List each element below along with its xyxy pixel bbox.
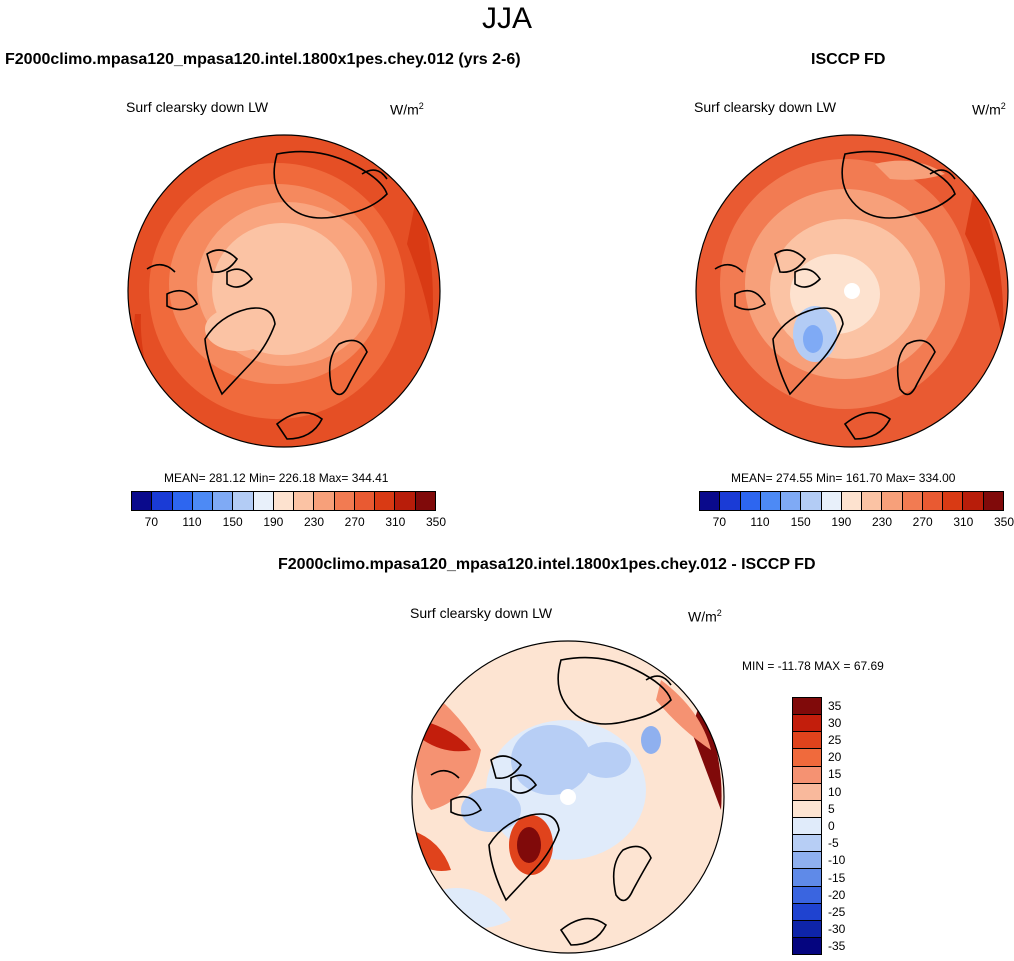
model-colorbar-tick-label: 310 <box>385 515 406 529</box>
diff-colorbar-tick-label: 20 <box>828 750 842 765</box>
model-polar-map <box>127 134 441 448</box>
diff-colorbar-tick-label: -25 <box>828 905 846 919</box>
diff-colorbar-tick-label: -5 <box>828 836 839 851</box>
diff-units-label: W/m2 <box>688 608 722 625</box>
model-colorbar-swatch <box>354 492 376 510</box>
obs-colorbar-swatch <box>720 492 741 510</box>
model-colorbar-swatch <box>233 492 254 510</box>
obs-colorbar-swatch <box>943 492 964 510</box>
model-colorbar-tick-label: 150 <box>222 515 243 529</box>
diff-colorbar-tick-label: -10 <box>828 853 846 868</box>
diff-colorbar-swatch <box>793 800 821 818</box>
obs-stats: MEAN= 274.55 Min= 161.70 Max= 334.00 <box>731 471 956 485</box>
obs-panel-title: Surf clearsky down LW <box>694 99 837 115</box>
model-panel-title: Surf clearsky down LW <box>126 99 269 115</box>
diff-colorbar-swatch <box>793 835 821 853</box>
diff-colorbar-swatch <box>793 749 821 767</box>
diff-colorbar-tick-label: 0 <box>828 819 835 833</box>
diff-colorbar-swatch <box>793 715 821 733</box>
diff-colorbar-ticks: 35 30 25 20 15 10 5 0 -5 -10 -15 -20 -25 -30 -35 <box>828 697 868 955</box>
model-colorbar-tick-label: 110 <box>182 515 202 529</box>
season-title: JJA <box>481 2 532 35</box>
obs-colorbar-tick-label: 70 <box>712 515 727 529</box>
diff-colorbar-swatch <box>793 732 821 750</box>
obs-colorbar-swatch <box>760 492 782 510</box>
obs-colorbar <box>699 491 1004 511</box>
diff-colorbar-swatch <box>793 937 821 955</box>
model-colorbar-tick-label: 350 <box>425 515 447 529</box>
diff-stats: MIN = -11.78 MAX = 67.69 <box>742 659 884 673</box>
diff-colorbar-swatch <box>793 783 821 801</box>
diff-colorbar-tick-label: -35 <box>828 939 846 954</box>
model-colorbar-tick-label: 190 <box>263 515 284 529</box>
diff-colorbar-swatch <box>793 886 821 904</box>
diff-colorbar-swatch <box>793 766 821 784</box>
obs-colorbar-tick-label: 110 <box>750 515 770 529</box>
diff-colorbar-swatch <box>793 817 821 836</box>
diff-colorbar-swatch <box>793 920 821 938</box>
model-colorbar-swatch <box>415 492 435 510</box>
obs-colorbar-swatch <box>963 492 984 510</box>
obs-colorbar-swatch <box>902 492 923 510</box>
model-stats: MEAN= 281.12 Min= 226.18 Max= 344.41 <box>164 471 389 485</box>
model-case-title: F2000climo.mpasa120_mpasa120.intel.1800x… <box>5 51 521 68</box>
model-colorbar-tick-label: 270 <box>344 515 365 529</box>
model-colorbar-ticks: 70 110 150 190 230 270 310 350 <box>131 515 446 529</box>
model-colorbar-tick-label: 70 <box>144 515 159 529</box>
diff-colorbar-tick-label: 15 <box>828 767 842 782</box>
obs-colorbar-swatch <box>841 492 863 510</box>
obs-colorbar-tick-label: 230 <box>871 515 893 529</box>
obs-colorbar-swatch <box>740 492 761 510</box>
obs-colorbar-swatch <box>862 492 883 510</box>
model-colorbar-swatch <box>375 492 396 510</box>
diff-colorbar-tick-label: 35 <box>828 698 842 713</box>
model-units-label: W/m2 <box>390 101 424 118</box>
obs-colorbar-swatch <box>922 492 944 510</box>
diff-colorbar-tick-label: 10 <box>828 784 842 799</box>
obs-polar-map <box>695 134 1009 448</box>
obs-colorbar-ticks: 70 110 150 190 230 270 310 350 <box>699 515 1014 529</box>
diff-case-title: F2000climo.mpasa120_mpasa120.intel.1800x… <box>278 556 816 573</box>
model-colorbar-swatch <box>192 492 214 510</box>
diff-colorbar-tick-label: -30 <box>828 922 846 937</box>
diff-colorbar <box>792 697 822 955</box>
obs-units-label: W/m2 <box>972 101 1006 118</box>
obs-colorbar-tick-label: 350 <box>993 515 1014 529</box>
model-colorbar-tick-label: 230 <box>303 515 325 529</box>
diff-colorbar-tick-label: 30 <box>828 715 842 730</box>
model-colorbar-swatch <box>294 492 315 510</box>
model-colorbar-swatch <box>172 492 193 510</box>
model-colorbar-swatch <box>314 492 335 510</box>
obs-colorbar-swatch <box>983 492 1003 510</box>
obs-case-title: ISCCP FD <box>811 51 886 68</box>
diff-polar-map <box>411 640 725 954</box>
obs-colorbar-swatch <box>801 492 822 510</box>
diff-colorbar-tick-label: -15 <box>828 870 846 885</box>
obs-colorbar-swatch <box>700 492 721 510</box>
model-colorbar-swatch <box>152 492 173 510</box>
obs-colorbar-tick-label: 270 <box>912 515 933 529</box>
obs-colorbar-tick-label: 190 <box>831 515 852 529</box>
obs-colorbar-swatch <box>821 492 842 510</box>
obs-colorbar-swatch <box>882 492 903 510</box>
model-colorbar <box>131 491 436 511</box>
diff-panel-title: Surf clearsky down LW <box>410 605 553 621</box>
diff-colorbar-swatch <box>793 698 821 716</box>
obs-colorbar-swatch <box>781 492 802 510</box>
obs-colorbar-tick-label: 310 <box>953 515 974 529</box>
model-colorbar-swatch <box>213 492 234 510</box>
model-colorbar-swatch <box>395 492 416 510</box>
obs-colorbar-tick-label: 150 <box>790 515 811 529</box>
diff-colorbar-swatch <box>793 852 821 870</box>
diff-colorbar-swatch <box>793 903 821 921</box>
model-colorbar-swatch <box>334 492 355 510</box>
diff-colorbar-swatch <box>793 869 821 887</box>
model-colorbar-swatch <box>273 492 295 510</box>
diff-colorbar-tick-label: 5 <box>828 801 835 816</box>
diff-colorbar-tick-label: 25 <box>828 733 842 747</box>
diff-colorbar-tick-label: -20 <box>828 887 846 902</box>
model-colorbar-swatch <box>253 492 274 510</box>
model-colorbar-swatch <box>132 492 153 510</box>
